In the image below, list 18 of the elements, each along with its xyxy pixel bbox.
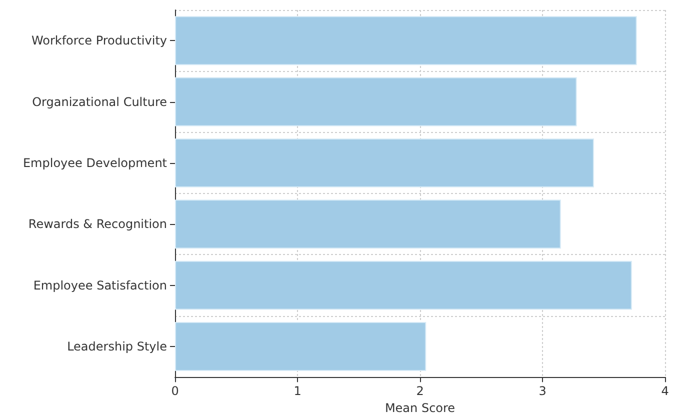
x-tick-label: 4 <box>661 384 669 398</box>
bar <box>175 77 577 126</box>
y-tick-label: Leadership Style <box>67 340 167 354</box>
bar <box>175 16 637 66</box>
y-tick-label: Rewards & Recognition <box>28 217 167 232</box>
bar <box>175 322 426 371</box>
x-tick-label: 2 <box>416 384 424 398</box>
x-axis-title: Mean Score <box>384 401 456 415</box>
x-tick-label: 0 <box>171 384 179 398</box>
y-tick-label: Employee Satisfaction <box>33 278 167 292</box>
y-tick-label: Organizational Culture <box>32 94 167 109</box>
y-tick-label: Employee Development <box>22 156 168 170</box>
bar <box>175 138 594 188</box>
x-tick-label: 3 <box>538 384 546 398</box>
y-tick-label: Workforce Productivity <box>31 34 167 48</box>
bar <box>175 200 561 249</box>
bar <box>175 260 632 310</box>
x-tick-label: 1 <box>294 384 302 398</box>
